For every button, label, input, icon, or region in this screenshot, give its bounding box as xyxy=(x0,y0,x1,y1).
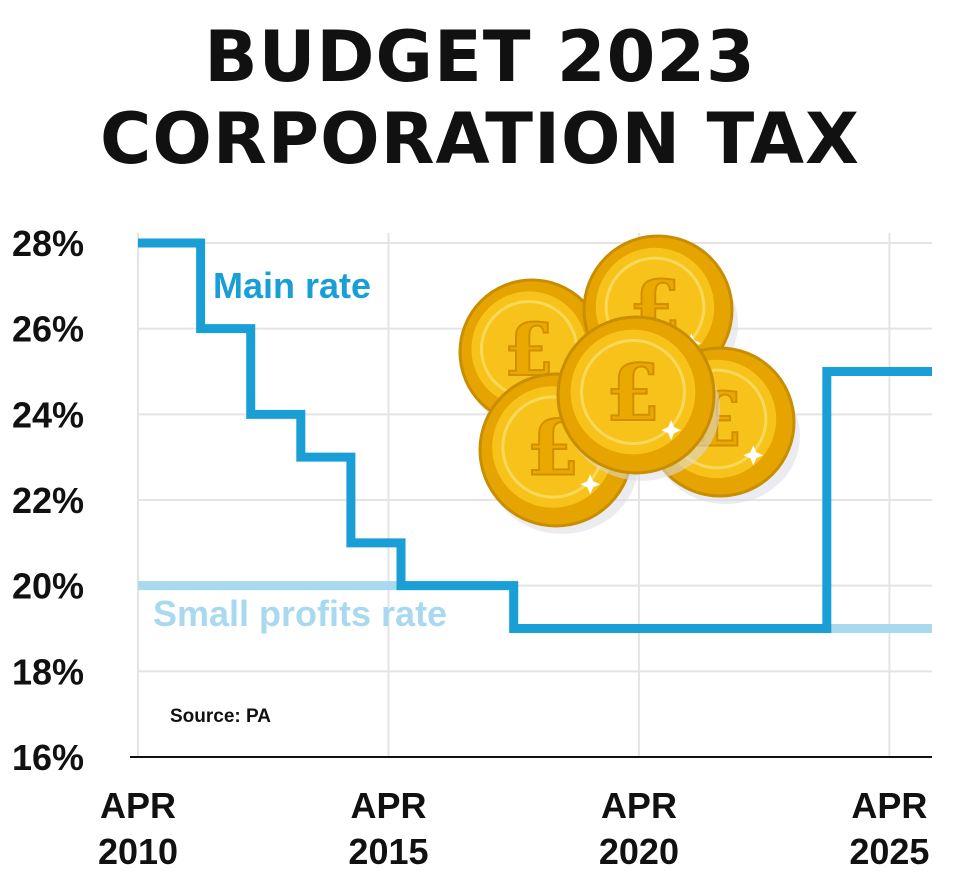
y-tick-label: 18% xyxy=(12,651,84,692)
x-tick-label-year: 2015 xyxy=(348,831,428,872)
y-tick-label: 22% xyxy=(12,480,84,521)
svg-text:£: £ xyxy=(527,403,580,492)
x-tick-label-month: APR xyxy=(350,785,426,826)
x-tick-label-year: 2025 xyxy=(849,831,929,872)
y-tick-label: 26% xyxy=(12,309,84,350)
x-tick-label-month: APR xyxy=(851,785,927,826)
y-tick-label: 24% xyxy=(12,394,84,435)
chart-title-line-2: CORPORATION TAX xyxy=(100,98,860,180)
y-tick-label: 28% xyxy=(12,223,84,264)
labels: Main rate Small profits rate Source: PA xyxy=(153,265,447,727)
x-tick-label-year: 2020 xyxy=(599,831,679,872)
x-tick-label-year: 2010 xyxy=(98,831,178,872)
x-tick-label-month: APR xyxy=(100,785,176,826)
chart-title-line-1: BUDGET 2023 xyxy=(204,16,756,98)
series-line-main xyxy=(138,238,932,633)
series-lines xyxy=(138,238,932,633)
y-tick-label: 20% xyxy=(12,566,84,607)
coin-icon: £ xyxy=(556,315,720,481)
axes: 16% 18% 20% 22% 24% 26% 28% APR 2010 APR 2015 APR 20… xyxy=(12,223,932,872)
svg-text:£: £ xyxy=(606,348,660,439)
source-note: Source: PA xyxy=(170,706,271,727)
pound-coins-icon: £££££ xyxy=(458,234,800,534)
legend-small-profits-rate: Small profits rate xyxy=(153,593,447,634)
x-tick-label-month: APR xyxy=(601,785,677,826)
y-tick-label: 16% xyxy=(12,737,84,778)
legend-main-rate: Main rate xyxy=(213,265,371,306)
